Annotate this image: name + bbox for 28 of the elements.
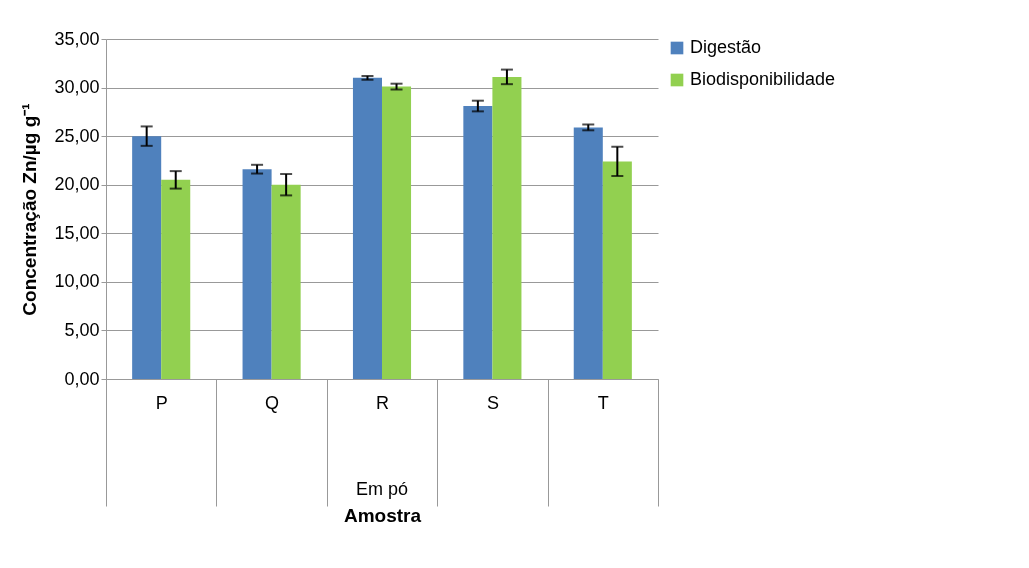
bar (602, 161, 632, 379)
bar (573, 127, 603, 379)
bar (161, 179, 191, 379)
bar (242, 169, 272, 379)
bar (492, 76, 522, 379)
y-tick-label: 10,00 (54, 271, 100, 292)
x-tick-label: Q (265, 392, 280, 413)
y-tick-label: 20,00 (54, 174, 100, 195)
x-tick-label: S (486, 392, 499, 413)
y-tick-label: 30,00 (54, 77, 100, 98)
bar (463, 106, 493, 379)
y-axis-title: Concentração Zn/µg g⁻¹ (19, 103, 41, 316)
x-tick-label: P (155, 392, 168, 413)
y-tick-label: 5,00 (64, 319, 100, 340)
bar (271, 184, 301, 379)
x-axis-title: Amostra (343, 505, 422, 526)
legend-label: Biodisponibilidade (690, 69, 836, 89)
x-tick-label: R (376, 392, 389, 413)
y-tick-label: 25,00 (54, 125, 100, 146)
y-tick-label: 15,00 (54, 222, 100, 243)
text: Em pó (355, 479, 409, 499)
bar (352, 77, 382, 379)
x-tick-label: T (597, 392, 609, 413)
legend-label: Digestão (690, 37, 762, 57)
y-tick-label: 35,00 (54, 28, 100, 49)
bar (132, 136, 162, 379)
y-tick-label: 0,00 (64, 368, 100, 389)
bar (382, 86, 412, 379)
